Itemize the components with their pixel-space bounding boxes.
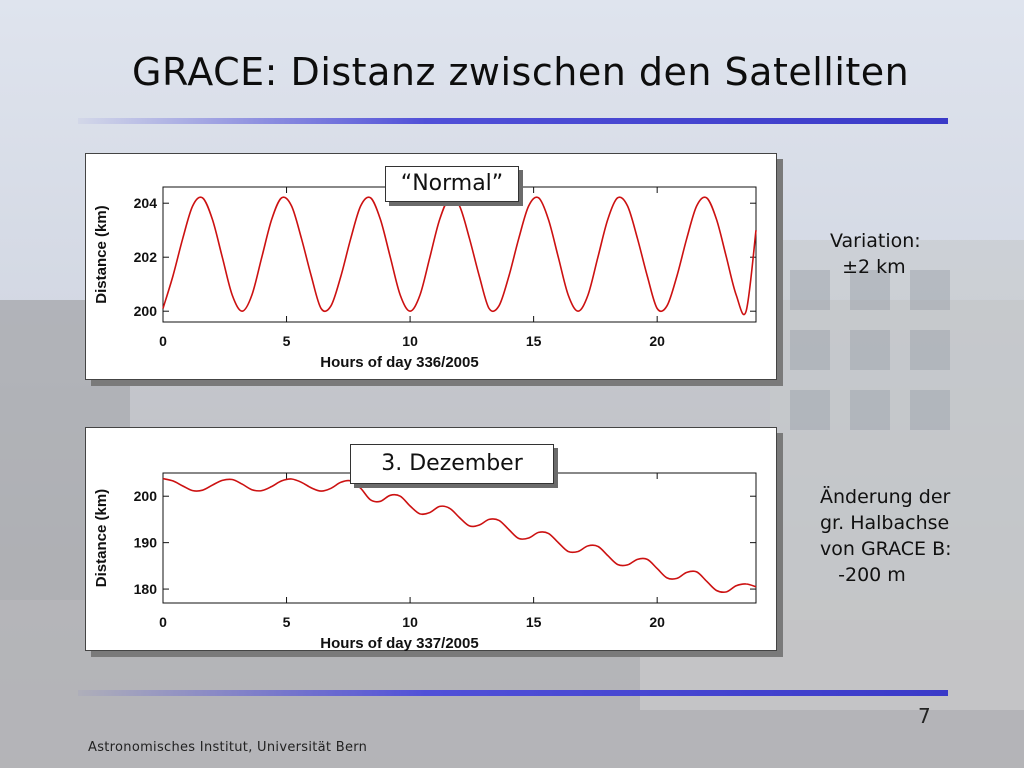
x-tick-label: 15 <box>526 333 542 349</box>
x-tick-label: 20 <box>649 614 665 630</box>
distance-series-line <box>162 477 757 594</box>
chart-normal-label: “Normal” <box>385 166 519 202</box>
y-tick-label: 190 <box>134 535 158 551</box>
semi-major-axis-note: Änderung der gr. Halbachse von GRACE B: … <box>820 486 952 586</box>
y-tick-label: 202 <box>134 249 158 265</box>
title-divider <box>78 118 948 124</box>
footer-divider <box>78 690 948 696</box>
x-tick-label: 20 <box>649 333 665 349</box>
y-tick-label: 200 <box>134 303 158 319</box>
x-tick-label: 10 <box>402 614 418 630</box>
chart-normal-frame: 0 5 10 15 20 200 202 204 Hours of day 336/2005 Di… <box>85 153 777 380</box>
y-tick-label: 200 <box>134 488 158 504</box>
chart-dezember: 0 5 10 15 20 180 190 200 Hours of day 337/2005 Di… <box>93 472 757 652</box>
chart-dezember-label: 3. Dezember <box>350 444 554 484</box>
page-number: 7 <box>918 704 931 728</box>
distance-series-line <box>162 196 757 316</box>
variation-note: Variation: ±2 km <box>830 230 921 278</box>
x-tick-label: 0 <box>159 333 167 349</box>
x-tick-label: 5 <box>283 614 291 630</box>
y-axis-title: Distance (km) <box>93 489 110 587</box>
y-axis-title: Distance (km) <box>93 205 110 303</box>
slide-title: GRACE: Distanz zwischen den Satelliten <box>132 50 910 94</box>
x-tick-label: 10 <box>402 333 418 349</box>
y-tick-label: 180 <box>134 581 158 597</box>
x-tick-label: 15 <box>526 614 542 630</box>
chart-normal: 0 5 10 15 20 200 202 204 Hours of day 336/2005 Di… <box>93 186 757 371</box>
x-axis-title: Hours of day 336/2005 <box>320 354 478 371</box>
x-tick-label: 5 <box>283 333 291 349</box>
footer-institution: Astronomisches Institut, Universität Ber… <box>88 740 368 755</box>
plot-area <box>162 472 757 604</box>
y-tick-label: 204 <box>134 195 158 211</box>
x-axis-title: Hours of day 337/2005 <box>320 635 478 652</box>
x-tick-label: 0 <box>159 614 167 630</box>
